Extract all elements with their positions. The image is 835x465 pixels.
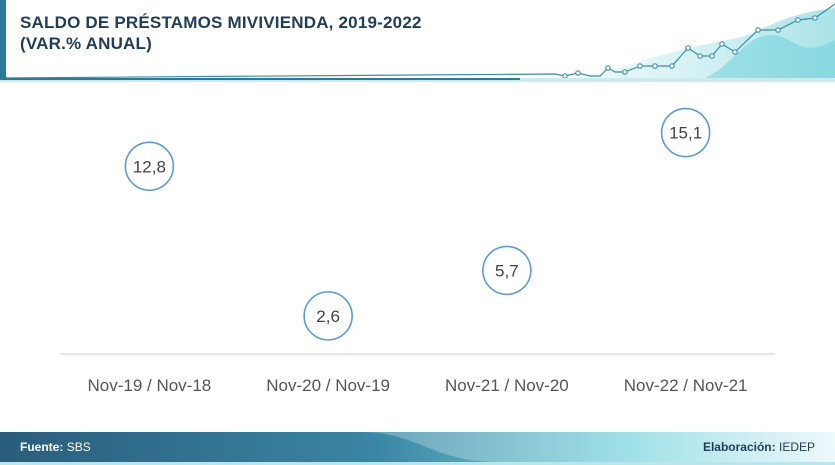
x-tick-label: Nov-19 / Nov-18 xyxy=(87,376,211,395)
header-accent-bar xyxy=(0,0,6,80)
data-point: 12,8 xyxy=(124,141,175,192)
scatter-chart: 12,8 Nov-19 / Nov-18 2,6 Nov-20 / Nov-19 5,7… xyxy=(60,107,775,395)
chart-title-line2: (VAR.% ANUAL) xyxy=(20,34,152,53)
data-label: 2,6 xyxy=(316,307,340,326)
data-label: 12,8 xyxy=(133,157,166,176)
header-decoration xyxy=(0,3,835,82)
footer-band xyxy=(0,432,835,465)
data-label: 15,1 xyxy=(669,124,702,143)
x-tick-label: Nov-21 / Nov-20 xyxy=(445,376,569,395)
data-point-marker xyxy=(303,291,353,341)
data-point-marker xyxy=(482,245,532,296)
data-point: 15,1 xyxy=(660,107,711,158)
data-point-marker xyxy=(660,107,711,158)
data-point-marker xyxy=(124,141,175,192)
chart-title-line1: SALDO DE PRÉSTAMOS MIVIVIENDA, 2019-2022 xyxy=(20,13,422,32)
footer: Fuente: SBS Elaboración: IEDEP xyxy=(0,432,835,465)
data-point: 5,7 xyxy=(482,245,532,296)
x-tick-label: Nov-20 / Nov-19 xyxy=(266,376,390,395)
chart-title: SALDO DE PRÉSTAMOS MIVIVIENDA, 2019-2022… xyxy=(20,12,422,54)
data-point: 2,6 xyxy=(303,291,353,341)
x-tick-label: Nov-22 / Nov-21 xyxy=(624,376,748,395)
data-label: 5,7 xyxy=(495,261,519,280)
footer-credit: Elaboración: IEDEP xyxy=(703,432,815,462)
chart-header: SALDO DE PRÉSTAMOS MIVIVIENDA, 2019-2022… xyxy=(0,0,835,84)
credit-value: IEDEP xyxy=(778,440,815,454)
source-label: Fuente: xyxy=(20,440,64,454)
footer-source: Fuente: SBS xyxy=(20,432,91,462)
source-value: SBS xyxy=(66,440,91,454)
credit-label: Elaboración: xyxy=(702,440,776,454)
